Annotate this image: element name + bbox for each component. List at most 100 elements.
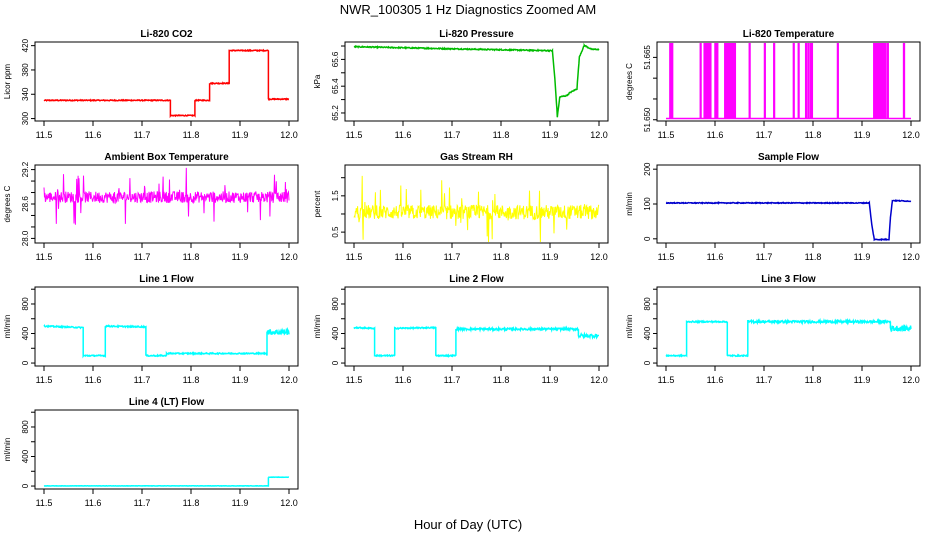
panel-title: Line 4 (LT) Flow	[129, 397, 205, 408]
x-tick-label: 11.8	[493, 375, 510, 385]
x-tick-label: 11.5	[36, 130, 53, 140]
x-tick-label: 11.9	[854, 252, 871, 262]
y-tick-label: 28.0	[21, 230, 30, 246]
x-tick-label: 11.9	[232, 375, 249, 385]
y-tick-label: 28.6	[21, 196, 30, 212]
panel-1: Li-820 CO2 11.5 11.6 11.7 11.8 11.9 12.0 300 340…	[3, 29, 299, 140]
x-tick-label: 12.0	[902, 252, 920, 262]
x-tick-label: 11.8	[493, 130, 510, 140]
shared-x-axis-label: Hour of Day (UTC)	[413, 517, 523, 532]
panel-frame	[344, 41, 609, 122]
y-axis-label: ml/min	[3, 438, 12, 462]
x-tick-label: 11.5	[346, 130, 363, 140]
x-tick-label: 11.6	[85, 130, 102, 140]
x-tick-label: 11.6	[395, 375, 412, 385]
panel-title: Li-820 Pressure	[439, 29, 514, 40]
x-tick-label: 11.6	[395, 130, 412, 140]
x-tick-label: 12.0	[590, 252, 608, 262]
x-tick-label: 11.7	[756, 252, 773, 262]
data-series-line	[353, 325, 599, 358]
x-tick-label: 11.6	[707, 252, 724, 262]
y-tick-label: 400	[643, 326, 652, 340]
x-tick-label: 11.7	[134, 498, 151, 508]
panel-frame	[344, 286, 609, 367]
data-series-line	[665, 198, 912, 242]
x-tick-label: 11.9	[232, 498, 249, 508]
y-tick-label: 51.650	[643, 107, 652, 132]
data-series-line	[43, 167, 290, 225]
data-series-line	[43, 323, 290, 359]
panel-title: Ambient Box Temperature	[104, 152, 229, 163]
y-tick-label: 65.6	[331, 51, 340, 67]
y-axis-label: degrees C	[3, 185, 12, 222]
y-axis-label: ml/min	[625, 192, 634, 216]
panel-5: Gas Stream RH 11.5 11.6 11.7 11.8 11.9 12.0 0.5…	[313, 152, 609, 262]
x-tick-label: 11.9	[542, 130, 559, 140]
panel-8: Line 2 Flow 11.5 11.6 11.7 11.8 11.9 12.0 0 400 8…	[313, 274, 609, 385]
x-tick-label: 11.9	[542, 252, 559, 262]
y-axis-label: ml/min	[3, 315, 12, 339]
y-tick-label: 0	[331, 360, 340, 365]
panel-title: Sample Flow	[758, 152, 819, 163]
x-tick-label: 11.5	[658, 375, 675, 385]
x-tick-label: 12.0	[902, 375, 920, 385]
x-tick-label: 11.8	[183, 498, 200, 508]
x-tick-label: 11.7	[756, 375, 773, 385]
y-tick-label: 800	[643, 297, 652, 311]
x-tick-label: 11.8	[805, 130, 822, 140]
x-tick-label: 11.8	[183, 252, 200, 262]
x-tick-label: 12.0	[280, 498, 298, 508]
x-tick-label: 11.7	[134, 375, 151, 385]
x-tick-label: 11.8	[805, 252, 822, 262]
y-tick-label: 29.2	[21, 161, 30, 177]
panel-title: Li-820 CO2	[140, 29, 193, 40]
x-tick-label: 11.9	[232, 252, 249, 262]
x-tick-label: 11.6	[85, 375, 102, 385]
panel-frame	[34, 409, 299, 490]
panel-title: Gas Stream RH	[440, 152, 513, 163]
y-tick-label: 0	[21, 360, 30, 365]
y-tick-label: 300	[21, 111, 30, 125]
data-series-line	[665, 317, 912, 358]
y-tick-label: 0	[643, 236, 652, 241]
panel-6: Sample Flow 11.5 11.6 11.7 11.8 11.9 12.0 0 100 2…	[625, 152, 921, 262]
x-tick-label: 11.7	[444, 252, 461, 262]
data-series-line	[666, 42, 911, 120]
panel-7: Line 1 Flow 11.5 11.6 11.7 11.8 11.9 12.0 0 400 8…	[3, 274, 299, 385]
y-tick-label: 400	[331, 326, 340, 340]
y-tick-label: 200	[643, 162, 652, 176]
y-tick-label: 0	[643, 360, 652, 365]
panel-3: Li-820 Temperature 11.5 11.6 11.7 11.8 11.9 12…	[625, 29, 921, 140]
panel-10: Line 4 (LT) Flow 11.5 11.6 11.7 11.8 11.9 12.0…	[3, 397, 299, 508]
data-series-line	[43, 476, 290, 487]
panel-9: Line 3 Flow 11.5 11.6 11.7 11.8 11.9 12.0 0 400 8…	[625, 274, 921, 385]
y-axis-label: Licor ppm	[3, 64, 12, 99]
panel-title: Line 1 Flow	[139, 274, 194, 285]
y-tick-label: 800	[21, 297, 30, 311]
x-tick-label: 11.7	[134, 252, 151, 262]
y-tick-label: 400	[21, 326, 30, 340]
y-tick-label: 1.5	[331, 190, 340, 202]
panel-frame	[344, 164, 609, 244]
x-tick-label: 12.0	[902, 130, 920, 140]
x-tick-label: 11.8	[493, 252, 510, 262]
y-axis-label: degrees C	[625, 63, 634, 100]
y-axis-label: kPa	[313, 74, 322, 88]
y-tick-label: 0	[21, 483, 30, 488]
x-tick-label: 12.0	[590, 130, 608, 140]
y-tick-label: 100	[643, 197, 652, 211]
y-axis-label: ml/min	[313, 315, 322, 339]
x-tick-label: 11.6	[707, 130, 724, 140]
x-tick-label: 11.9	[854, 375, 871, 385]
x-tick-label: 11.5	[658, 130, 675, 140]
x-tick-label: 11.7	[756, 130, 773, 140]
x-tick-label: 12.0	[280, 375, 298, 385]
panel-title: Li-820 Temperature	[743, 29, 835, 40]
y-tick-label: 51.665	[643, 45, 652, 70]
y-tick-label: 400	[21, 449, 30, 463]
panel-title: Line 2 Flow	[449, 274, 504, 285]
x-tick-label: 11.9	[854, 130, 871, 140]
y-tick-label: 380	[21, 63, 30, 77]
x-tick-label: 11.7	[444, 375, 461, 385]
x-tick-label: 11.7	[134, 130, 151, 140]
